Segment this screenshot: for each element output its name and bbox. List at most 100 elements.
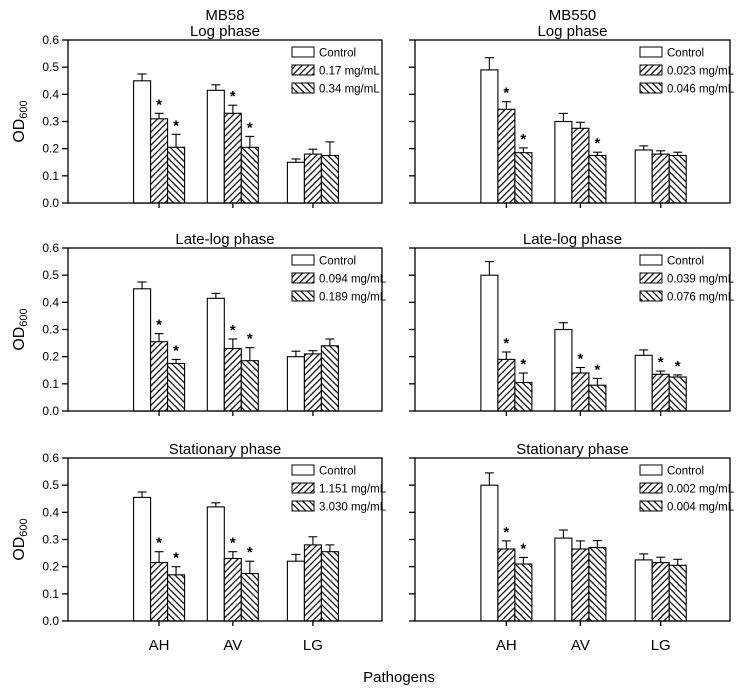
y-tick-label: 0.0 <box>42 614 59 628</box>
bar <box>634 149 653 204</box>
y-axis-title-subscript: 600 <box>18 308 30 326</box>
legend-label: 0.023 mg/mL <box>667 66 735 78</box>
significance-marker: * <box>156 317 162 334</box>
legend-swatch <box>639 254 663 266</box>
significance-marker: * <box>247 331 253 348</box>
bar <box>554 537 573 622</box>
legend-swatch <box>291 500 315 512</box>
bar <box>167 574 186 622</box>
bar <box>497 358 516 412</box>
legend-swatch <box>639 482 663 494</box>
panel-title: Stationary phase <box>516 441 629 458</box>
bar <box>497 108 516 204</box>
legend-label: 3.030 mg/mL <box>319 502 387 514</box>
bar <box>668 564 687 622</box>
panel-title: Late-log phase <box>523 231 622 248</box>
y-axis-title: OD600 <box>11 308 30 350</box>
y-tick-label: 0.3 <box>42 323 59 337</box>
significance-marker: * <box>520 540 526 557</box>
y-axis-title-subscript: 600 <box>18 518 30 536</box>
legend-swatch <box>291 254 315 266</box>
y-tick-label: 0.4 <box>42 505 59 519</box>
significance-marker: * <box>503 85 509 102</box>
bar <box>240 146 259 204</box>
y-axis-title-main: OD <box>11 327 28 351</box>
legend-swatch <box>639 272 663 284</box>
bar <box>320 551 339 622</box>
x-category-label: LG <box>651 637 671 654</box>
bar <box>651 562 670 622</box>
significance-marker: * <box>577 351 583 368</box>
bar <box>150 118 169 204</box>
legend-swatch <box>639 46 663 58</box>
bar <box>286 161 305 204</box>
significance-marker: * <box>156 535 162 552</box>
bar <box>240 572 259 622</box>
legend-swatch <box>291 482 315 494</box>
significance-marker: * <box>156 96 162 113</box>
bar <box>651 153 670 204</box>
bar <box>206 297 225 412</box>
bar <box>133 80 152 204</box>
significance-marker: * <box>173 117 179 134</box>
bar <box>514 381 533 412</box>
bar <box>588 154 607 204</box>
legend-label: 1.151 mg/mL <box>319 484 387 496</box>
bar <box>167 362 186 412</box>
y-axis-title-main: OD <box>11 537 28 561</box>
bar <box>206 89 225 204</box>
bar <box>480 484 499 622</box>
panel-mb550-late-log-phase: Late-log phase * * * * * * Control 0.039 mg/mL 0.… <box>409 231 735 416</box>
bar <box>514 152 533 204</box>
significance-marker: * <box>503 335 509 352</box>
x-axis-title: Pathogens <box>363 669 435 686</box>
bar <box>554 328 573 412</box>
panel-mb58-stationary-phase: Stationary phase * * * * 0.0 0.1 0.2 0.3 0.4 0.5 0.… <box>11 441 387 654</box>
legend-swatch <box>291 64 315 76</box>
legend-label: 0.094 mg/mL <box>319 274 387 286</box>
significance-marker: * <box>230 88 236 105</box>
panel-title: Late-log phase <box>175 231 274 248</box>
legend-label: 0.002 mg/mL <box>667 484 735 496</box>
significance-marker: * <box>594 135 600 152</box>
bar <box>320 345 339 412</box>
legend-label: 0.076 mg/mL <box>667 292 735 304</box>
legend-swatch <box>291 46 315 58</box>
legend-label: Control <box>667 466 704 478</box>
x-category-label: AH <box>496 637 517 654</box>
y-tick-label: 0.3 <box>42 115 59 129</box>
significance-marker: * <box>173 342 179 359</box>
legend-label: Control <box>667 48 704 60</box>
legend-swatch <box>291 272 315 284</box>
significance-marker: * <box>594 361 600 378</box>
legend-label: Control <box>319 466 356 478</box>
bar <box>303 353 322 412</box>
bar <box>320 154 339 204</box>
bar <box>150 562 169 622</box>
x-category-label: AV <box>223 637 242 654</box>
significance-marker: * <box>247 119 253 136</box>
panel-mb58-log-phase: Log phase * * * * 0.0 0.1 0.2 0.3 0.4 0.5 0.6 Contro… <box>11 23 383 210</box>
significance-marker: * <box>230 535 236 552</box>
legend-swatch <box>291 464 315 476</box>
bar <box>668 376 687 412</box>
x-category-label: LG <box>303 637 323 654</box>
bar <box>286 560 305 622</box>
bar <box>571 127 590 204</box>
bar <box>514 563 533 622</box>
x-category-label: AV <box>571 637 590 654</box>
bar <box>240 360 259 412</box>
legend-label: Control <box>319 256 356 268</box>
y-axis-title: OD600 <box>11 518 30 560</box>
legend-label: 0.34 mg/mL <box>319 84 380 96</box>
bar <box>303 544 322 622</box>
bar <box>286 356 305 412</box>
y-tick-label: 0.5 <box>42 60 59 74</box>
y-tick-label: 0.0 <box>42 196 59 210</box>
y-tick-label: 0.1 <box>42 169 59 183</box>
bar <box>634 559 653 622</box>
bar <box>668 154 687 204</box>
legend-label: Control <box>319 48 356 60</box>
significance-marker: * <box>173 550 179 567</box>
panel-mb58-late-log-phase: Late-log phase * * * * 0.0 0.1 0.2 0.3 0.4 0.5 0.6 C… <box>11 231 387 418</box>
